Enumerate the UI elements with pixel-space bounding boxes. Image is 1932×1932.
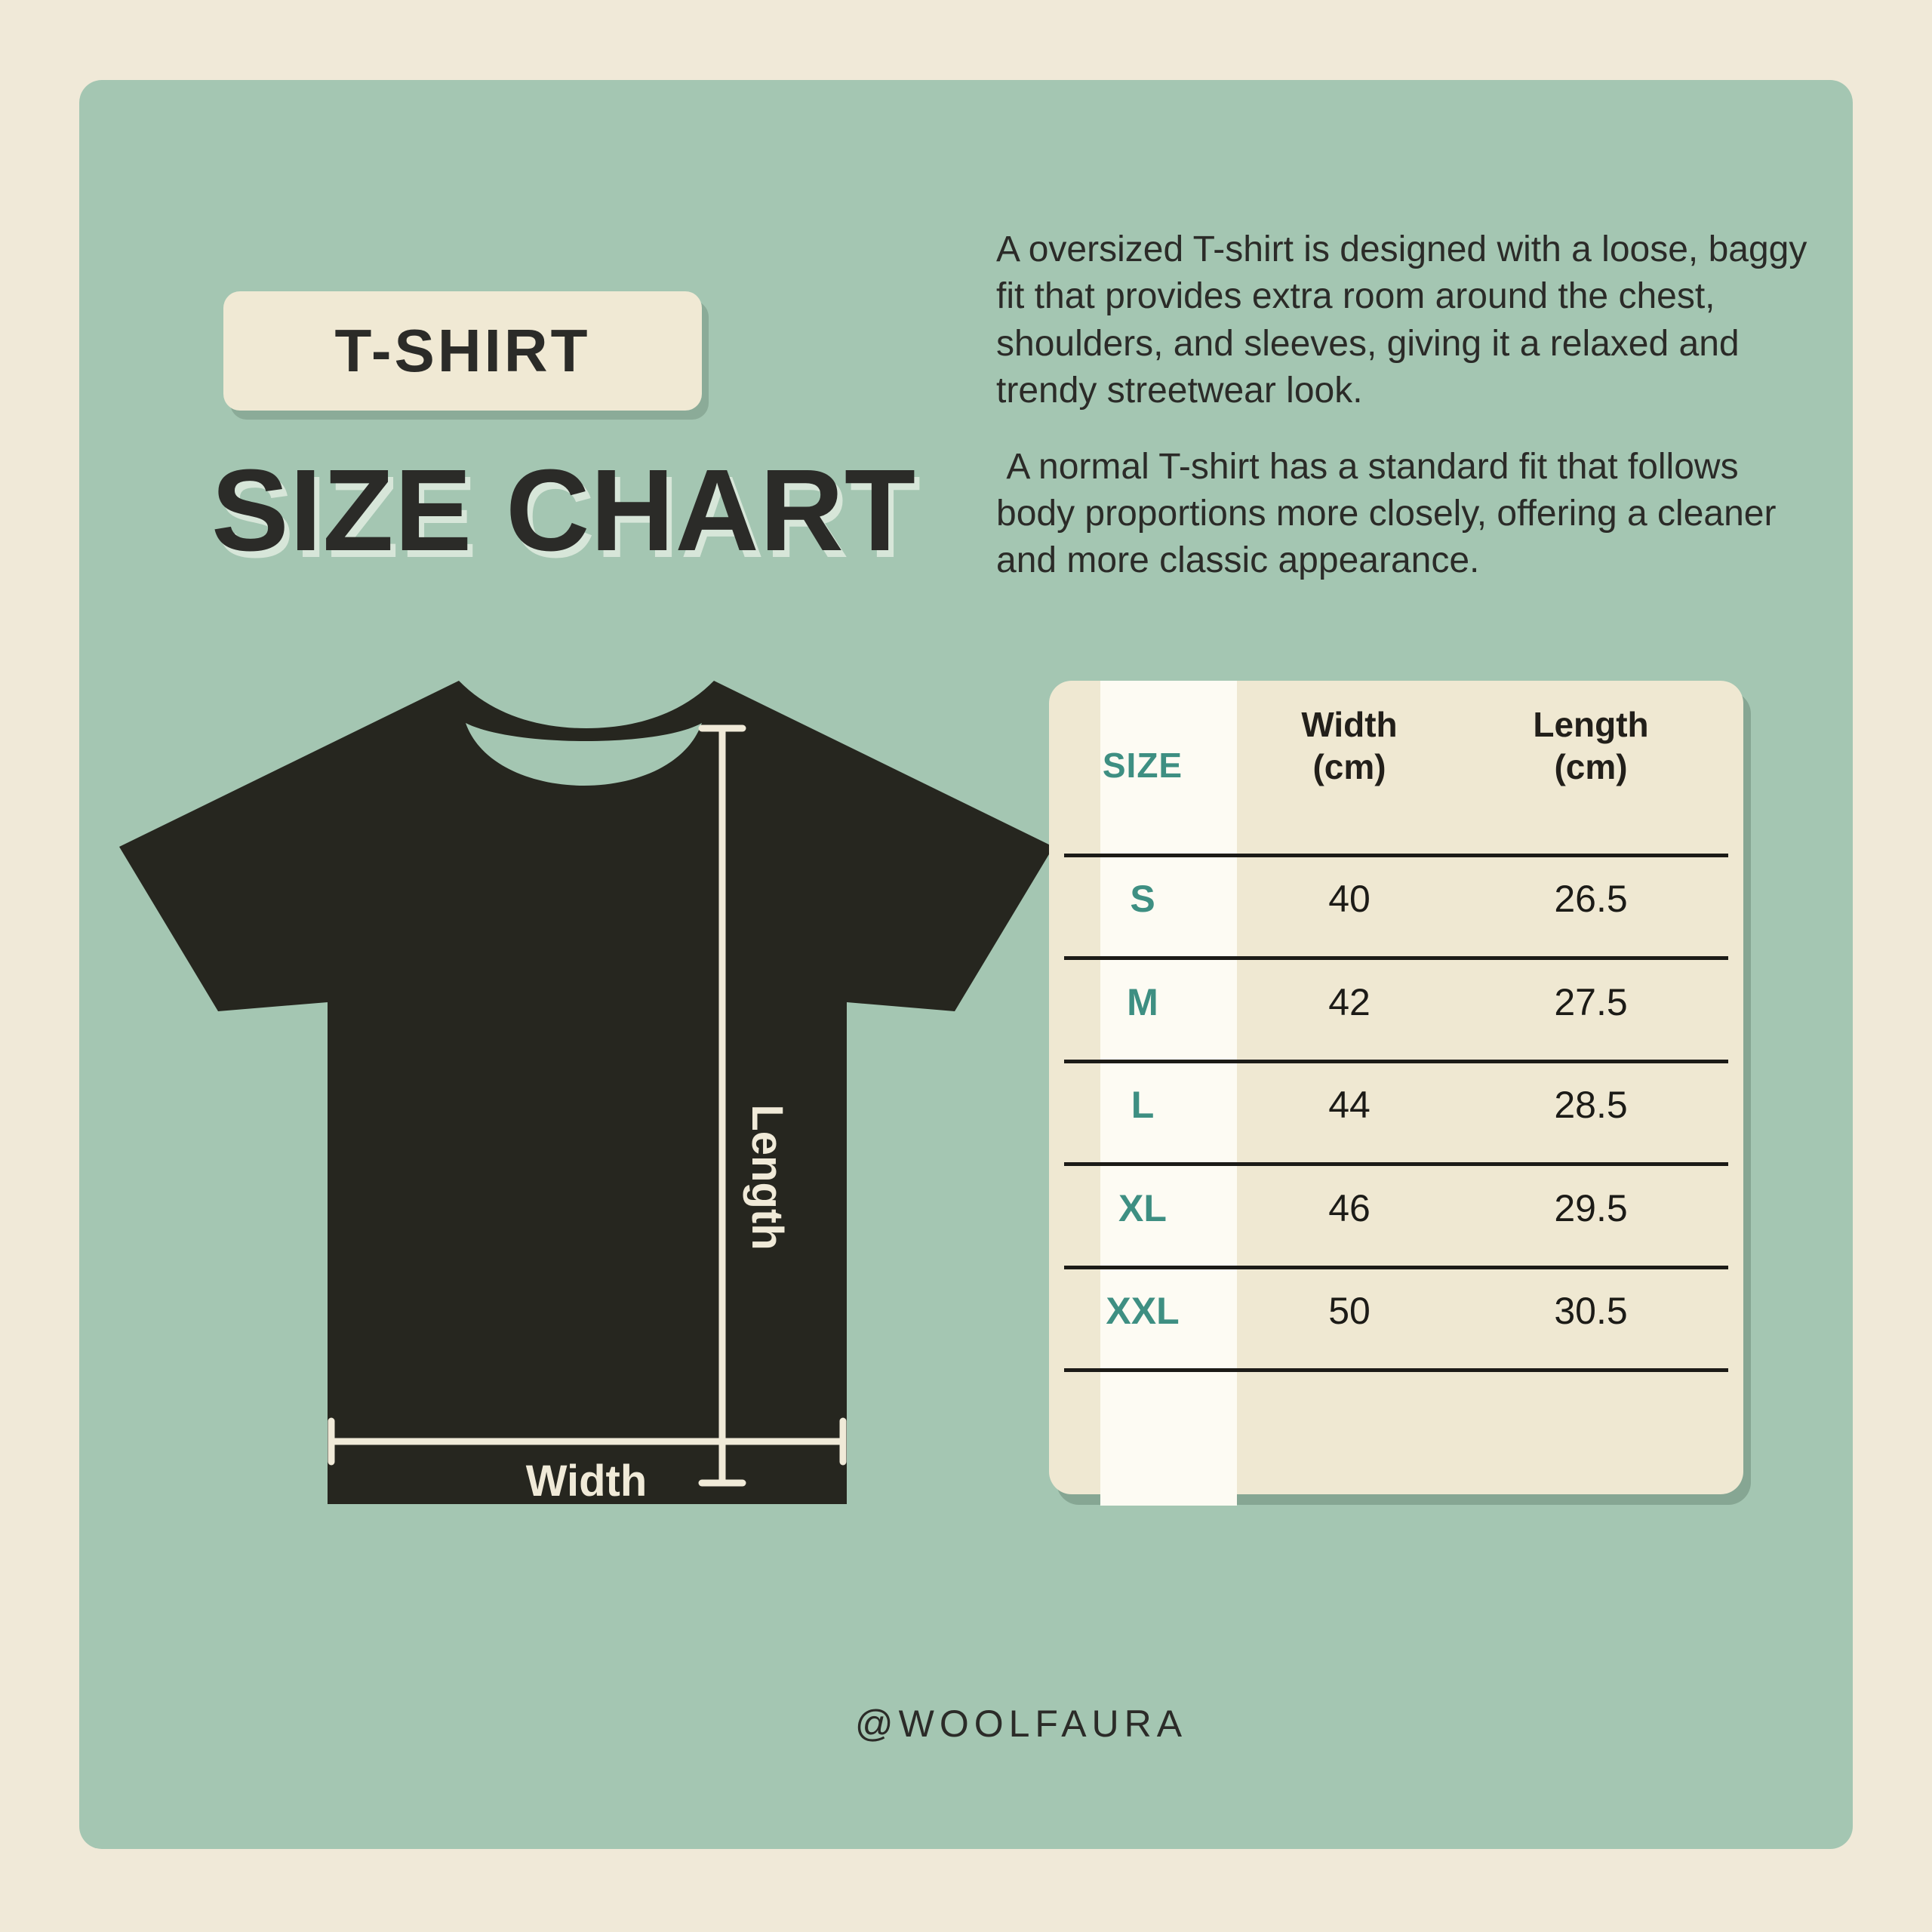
svg-text:Width: Width bbox=[526, 1457, 648, 1506]
svg-text:Length: Length bbox=[743, 1104, 792, 1250]
